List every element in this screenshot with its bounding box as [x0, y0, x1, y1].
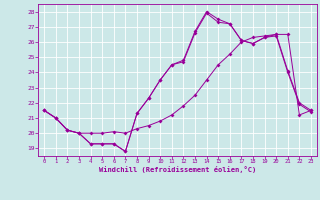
X-axis label: Windchill (Refroidissement éolien,°C): Windchill (Refroidissement éolien,°C)	[99, 166, 256, 173]
